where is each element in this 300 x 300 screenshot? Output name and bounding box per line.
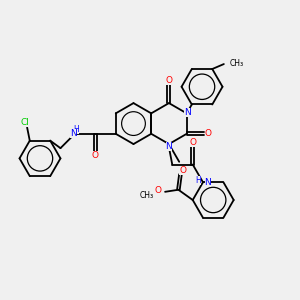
Text: O: O <box>179 166 186 175</box>
Text: CH₃: CH₃ <box>230 59 244 68</box>
Text: O: O <box>205 129 212 138</box>
Text: O: O <box>189 138 196 147</box>
Text: N: N <box>205 178 212 187</box>
Text: CH₃: CH₃ <box>140 191 154 200</box>
Text: O: O <box>92 151 99 160</box>
Text: H: H <box>74 125 79 134</box>
Text: O: O <box>166 76 172 85</box>
Text: N: N <box>166 142 172 151</box>
Text: N: N <box>166 142 172 151</box>
Text: H: H <box>196 176 201 185</box>
Text: O: O <box>155 186 162 195</box>
Text: N: N <box>70 129 76 138</box>
Text: N: N <box>184 108 191 117</box>
Text: Cl: Cl <box>20 118 29 127</box>
